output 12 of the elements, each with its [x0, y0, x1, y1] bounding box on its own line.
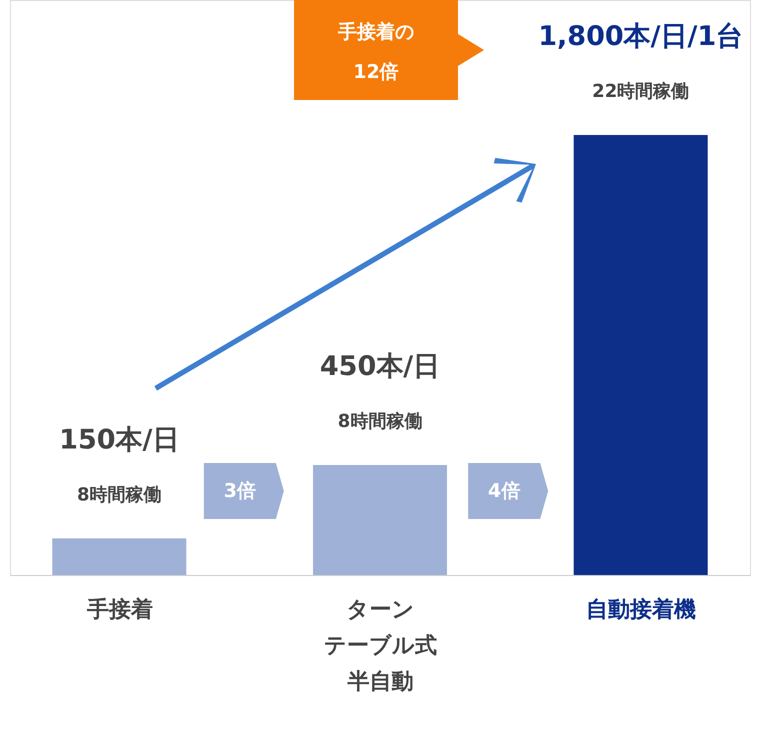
data-label: 1,800本/日/1台: [538, 21, 744, 52]
annotation: 22時間稼働: [592, 81, 690, 102]
annotation: 3倍: [224, 480, 256, 502]
annotation: 8時間稼働: [77, 484, 162, 506]
annotation: 8時間稼働: [338, 411, 422, 432]
text: 手接着の 12倍: [337, 21, 414, 83]
data-label: 150本/日: [59, 424, 180, 456]
x-tick-label: 自動接着機: [586, 596, 696, 622]
x-tick-label: ターンテーブル式半自動: [324, 598, 437, 694]
data-label: 450本/日: [320, 351, 440, 382]
annotation: 4倍: [488, 480, 520, 502]
x-tick-label: 手接着: [86, 596, 153, 622]
